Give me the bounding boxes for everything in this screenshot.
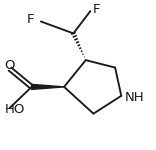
Text: F: F: [93, 3, 100, 16]
Text: HO: HO: [5, 103, 25, 116]
Text: NH: NH: [124, 91, 144, 104]
Text: O: O: [5, 59, 15, 72]
Text: F: F: [26, 13, 34, 26]
Polygon shape: [32, 84, 64, 89]
